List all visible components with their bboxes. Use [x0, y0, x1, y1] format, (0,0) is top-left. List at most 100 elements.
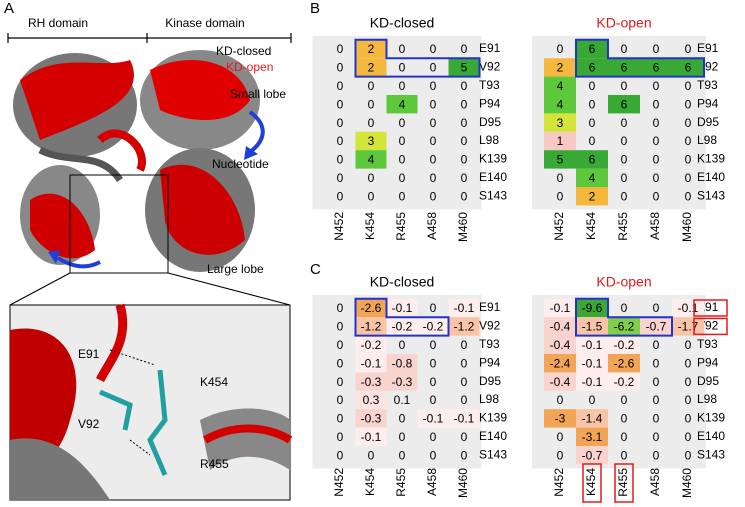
cell-value: -3.1 — [582, 430, 603, 444]
cell-value: 0 — [430, 61, 437, 75]
heat-cell — [576, 372, 608, 391]
cell-value: -0.1 — [582, 338, 603, 352]
heat-cell — [544, 372, 576, 391]
heat-cell — [672, 317, 704, 336]
cell-value: 6 — [653, 61, 660, 75]
column-label: M460 — [680, 212, 694, 242]
cell-value: 0 — [430, 430, 437, 444]
cell-value: 0 — [461, 375, 468, 389]
cell-value: 0 — [337, 153, 344, 167]
column-label: A458 — [648, 468, 662, 496]
cell-value: 0 — [685, 97, 692, 111]
heat-cell — [576, 317, 608, 336]
cell-value: 0 — [685, 134, 692, 148]
cell-value: -0.7 — [582, 448, 603, 462]
cell-value: 0 — [337, 134, 344, 148]
cell-value: 4 — [399, 97, 406, 111]
interface-outline — [354, 38, 481, 78]
cell-value: 0 — [368, 116, 375, 130]
interface-outline — [354, 297, 450, 337]
cell-value: 0 — [399, 189, 406, 203]
zoom-region — [69, 174, 169, 274]
heat-cell — [448, 58, 480, 77]
heat-cell — [576, 168, 608, 187]
cell-value: 4 — [368, 153, 375, 167]
cell-value: 0 — [461, 79, 468, 93]
cell-value: 0 — [653, 79, 660, 93]
row-label: L98 — [697, 133, 717, 147]
cell-value: 0 — [399, 61, 406, 75]
row-label: S143 — [697, 447, 725, 461]
cell-value: 0 — [430, 338, 437, 352]
cell-value: 0 — [621, 189, 628, 203]
row-label: D95 — [697, 115, 719, 129]
inset-label: R455 — [200, 457, 229, 471]
cell-value: 0 — [430, 42, 437, 56]
heat-cell — [576, 354, 608, 373]
cell-value: 0 — [399, 448, 406, 462]
heat-cell — [386, 95, 418, 114]
cell-value: 4 — [557, 79, 564, 93]
cell-value: 0 — [399, 153, 406, 167]
cell-value: 0 — [685, 153, 692, 167]
row-label: V92 — [479, 60, 501, 74]
panel-label: A — [4, 0, 14, 17]
table-title: KD-closed — [370, 274, 435, 290]
row-label: K139 — [479, 411, 507, 425]
cell-value: 0 — [399, 134, 406, 148]
heat-cell — [608, 95, 640, 114]
row-label: E140 — [697, 170, 725, 184]
cell-value: 0 — [337, 356, 344, 370]
row-label: S143 — [479, 447, 507, 461]
inset — [9, 303, 293, 501]
row-label: E140 — [479, 429, 507, 443]
row-label: L98 — [479, 133, 499, 147]
cell-value: -6.2 — [614, 320, 635, 334]
inset-label: E91 — [78, 347, 100, 361]
cell-value: 6 — [589, 42, 596, 56]
cell-value: 0 — [557, 448, 564, 462]
heat-cell — [544, 317, 576, 336]
heat-cell — [640, 317, 672, 336]
cell-value: 0 — [337, 301, 344, 315]
cell-value: 2 — [589, 189, 596, 203]
cell-value: 0 — [461, 189, 468, 203]
table-title: KD-open — [596, 15, 651, 31]
cell-value: -0.1 — [454, 301, 475, 315]
row-label: L98 — [697, 392, 717, 406]
row-label: K139 — [697, 411, 725, 425]
cell-value: -0.7 — [646, 320, 667, 334]
cell-value: 0 — [461, 171, 468, 185]
cell-value: 0 — [557, 189, 564, 203]
heat-cell — [544, 95, 576, 114]
column-label: N452 — [332, 212, 346, 241]
column-label: K454 — [584, 212, 598, 240]
cell-value: 0 — [653, 448, 660, 462]
heat-cell — [355, 427, 387, 446]
cell-value: 0 — [685, 375, 692, 389]
cell-value: -1.4 — [582, 412, 603, 426]
cell-value: 0 — [685, 356, 692, 370]
cell-value: 0 — [461, 430, 468, 444]
cell-value: -0.4 — [550, 375, 571, 389]
cell-value: 0 — [685, 393, 692, 407]
heat-cell — [386, 298, 418, 318]
cell-value: -1.5 — [582, 320, 603, 334]
structure-label: Nucleotide — [212, 157, 269, 171]
panel-label: C — [310, 261, 321, 278]
cell-value: 0 — [685, 189, 692, 203]
cell-value: 4 — [557, 97, 564, 111]
heat-cell — [355, 390, 387, 410]
cell-value: 0 — [557, 42, 564, 56]
cell-value: 2 — [368, 61, 375, 75]
heat-cell — [386, 354, 418, 373]
cell-value: 0 — [461, 356, 468, 370]
cell-value: 0 — [685, 79, 692, 93]
cell-value: 0 — [430, 448, 437, 462]
cell-value: -0.1 — [361, 356, 382, 370]
column-label: R455 — [394, 212, 408, 241]
cell-value: 0 — [589, 116, 596, 130]
cell-value: 0 — [685, 338, 692, 352]
cell-value: 0 — [653, 42, 660, 56]
row-label: E140 — [479, 170, 507, 184]
